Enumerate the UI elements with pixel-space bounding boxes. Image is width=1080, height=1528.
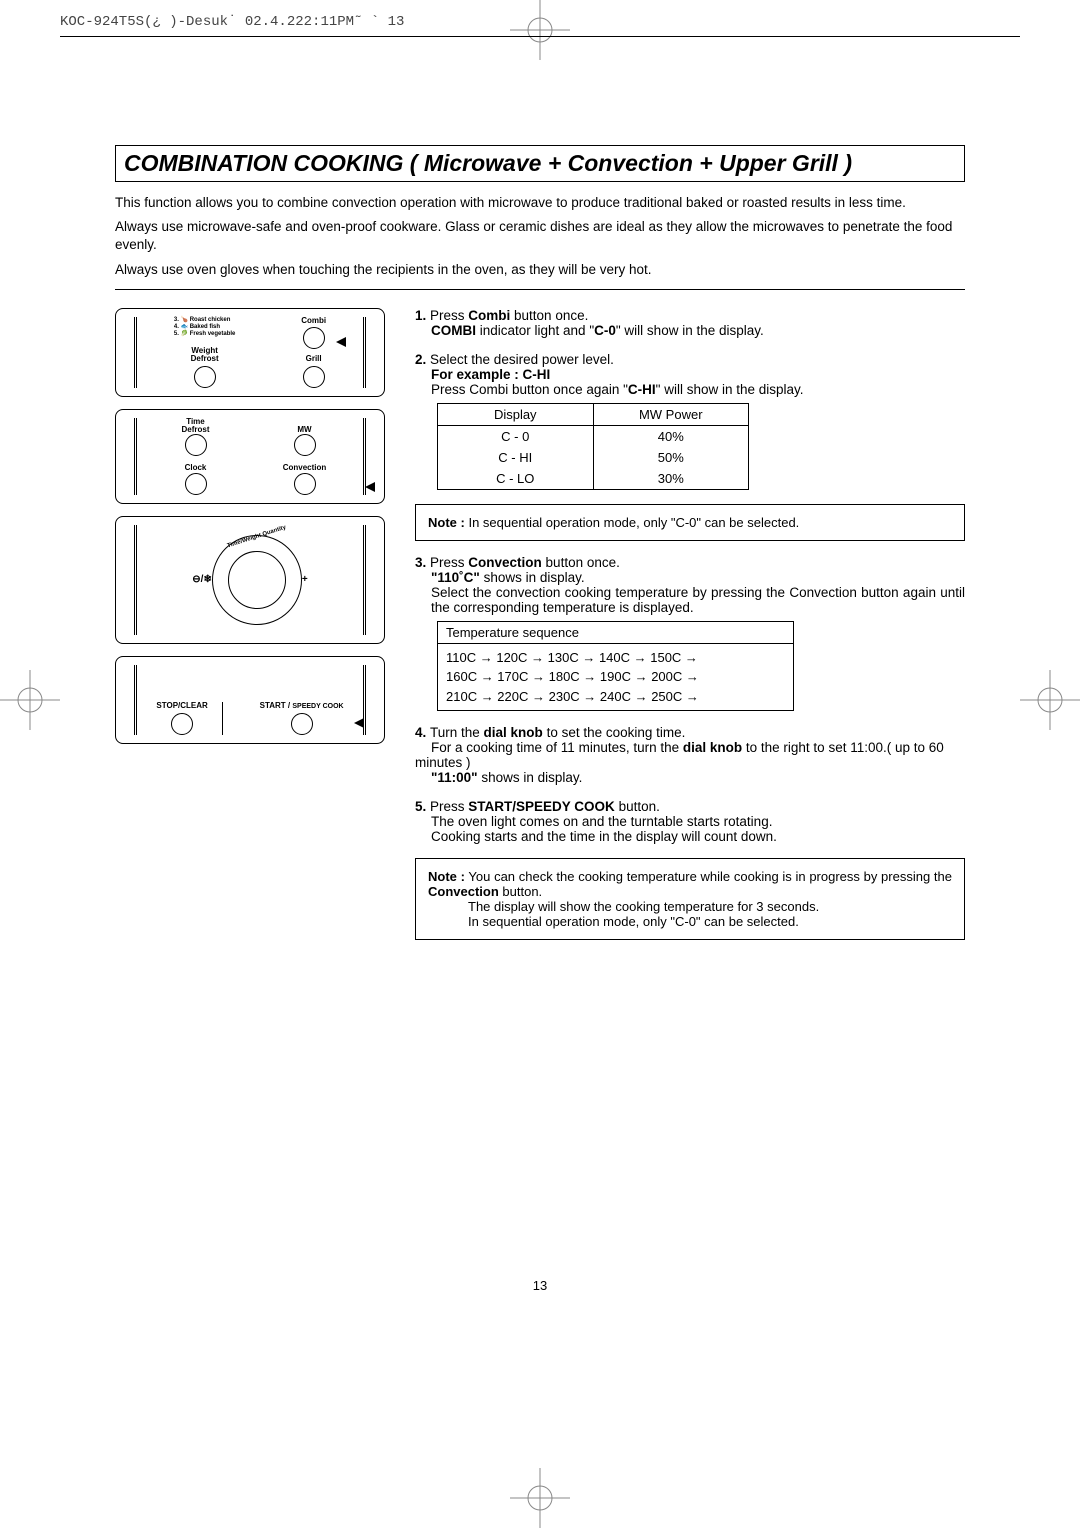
dial-knob[interactable]: Time/Weight Quantity	[212, 535, 302, 625]
page-header-text: KOC-924T5S(¿ )-Desuk˙ 02.4.222:11PM˜ ` 1…	[60, 14, 1020, 37]
stop-clear-button[interactable]	[171, 713, 193, 735]
note-box-2: Note : You can check the cooking tempera…	[415, 858, 965, 940]
control-panel-4: STOP/CLEAR START / SPEEDY COOK	[115, 656, 385, 744]
power-level-table: Display MW Power C - 040% C - HI50% C - …	[437, 403, 749, 490]
stop-clear-label: STOP/CLEAR	[156, 702, 207, 710]
step-2: 2. Select the desired power level. For e…	[415, 352, 965, 490]
weight-defrost-label: Weight Defrost	[191, 347, 219, 364]
crop-mark-left	[0, 670, 60, 730]
grill-label: Grill	[306, 355, 322, 363]
crop-mark-right	[1020, 670, 1080, 730]
auto-cook-list: 3. 🍗 Roast chicken 4. 🐟 Baked fish 5. 🥬 …	[174, 317, 236, 339]
intro-line-3: Always use oven gloves when touching the…	[115, 261, 965, 279]
grill-button[interactable]	[303, 366, 325, 388]
plus-icon: +	[302, 574, 308, 585]
clock-button[interactable]	[185, 473, 207, 495]
pointer-icon	[336, 337, 346, 347]
weight-defrost-button[interactable]	[194, 366, 216, 388]
start-label: START / SPEEDY COOK	[260, 702, 344, 710]
pointer-icon	[365, 482, 375, 492]
combi-label: Combi	[301, 317, 326, 325]
start-button[interactable]	[291, 713, 313, 735]
time-defrost-label: Time Defrost	[181, 418, 209, 435]
time-defrost-button[interactable]	[185, 434, 207, 456]
intro-line-1: This function allows you to combine conv…	[115, 194, 965, 212]
control-panel-dial: ⊖/❄ Time/Weight Quantity +	[115, 516, 385, 644]
note-box-1: Note : In sequential operation mode, onl…	[415, 504, 965, 541]
control-panel-1: 3. 🍗 Roast chicken 4. 🐟 Baked fish 5. 🥬 …	[115, 308, 385, 397]
step-1: 1. Press Combi button once. COMBI indica…	[415, 308, 965, 338]
mw-button[interactable]	[294, 434, 316, 456]
crop-mark-bottom	[510, 1468, 570, 1528]
step-5: 5. Press START/SPEEDY COOK button. The o…	[415, 799, 965, 844]
convection-label: Convection	[283, 464, 327, 472]
intro-line-2: Always use microwave-safe and oven-proof…	[115, 218, 965, 254]
clock-label: Clock	[185, 464, 207, 472]
mw-label: MW	[297, 426, 311, 434]
step-4: 4. Turn the dial knob to set the cooking…	[415, 725, 965, 785]
control-panel-2: Time Defrost MW Clock Convection	[115, 409, 385, 504]
step-3: 3. Press Convection button once. "110˚C"…	[415, 555, 965, 712]
temperature-sequence-table: Temperature sequence 110C → 120C → 130C …	[437, 621, 794, 712]
section-title: COMBINATION COOKING ( Microwave + Convec…	[124, 150, 956, 177]
convection-button[interactable]	[294, 473, 316, 495]
page-number: 13	[0, 1278, 1080, 1293]
section-title-box: COMBINATION COOKING ( Microwave + Convec…	[115, 145, 965, 182]
divider	[115, 289, 965, 290]
pointer-icon	[354, 718, 364, 728]
minus-icon: ⊖/❄	[192, 574, 212, 585]
combi-button[interactable]	[303, 327, 325, 349]
